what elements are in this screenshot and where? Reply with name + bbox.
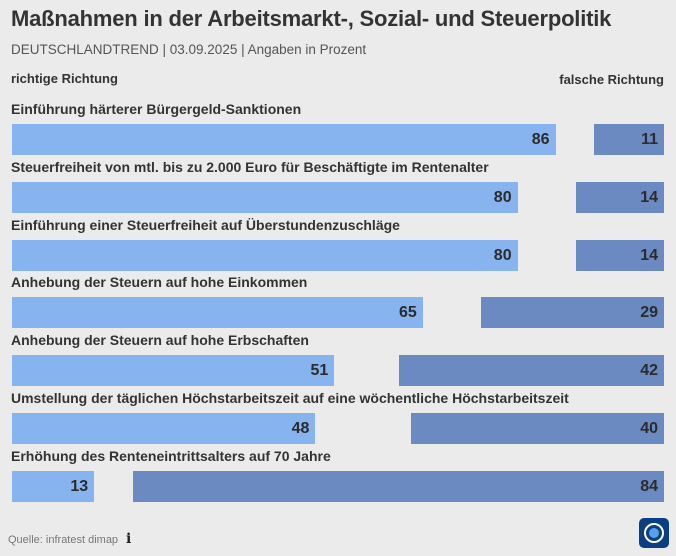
value-label-falsche-richtung: 14 (640, 188, 658, 206)
category-label: Einführung einer Steuerfreiheit auf Über… (11, 216, 400, 233)
bar-falsche-richtung (575, 239, 664, 271)
value-label-falsche-richtung: 84 (640, 477, 658, 495)
value-label-falsche-richtung: 40 (640, 420, 658, 437)
value-label-richtige-richtung: 51 (310, 362, 329, 380)
source-note: Quelle: infratest dimap (8, 534, 119, 546)
value-label-falsche-richtung: 29 (640, 304, 658, 322)
legend-falsche-richtung: falsche Richtung (559, 72, 664, 87)
bar-falsche-richtung (133, 470, 664, 502)
value-label-richtige-richtung: 13 (70, 477, 89, 495)
bar-richtige-richtung (12, 297, 423, 329)
bar-falsche-richtung (480, 297, 664, 329)
value-label-richtige-richtung: 80 (493, 188, 512, 206)
value-label-falsche-richtung: 14 (640, 246, 658, 264)
bar-falsche-richtung (411, 413, 664, 444)
bar-falsche-richtung (575, 181, 664, 213)
value-label-falsche-richtung: 42 (640, 362, 658, 380)
bar-falsche-richtung (594, 124, 664, 155)
bar-richtige-richtung (12, 413, 316, 444)
value-label-richtige-richtung: 80 (493, 246, 512, 264)
bar-richtige-richtung (12, 470, 95, 502)
chart-title: Maßnahmen in der Arbeitsmarkt-, Sozial- … (11, 6, 612, 31)
category-label: Einführung härterer Bürgergeld-Sanktione… (11, 101, 302, 117)
value-label-richtige-richtung: 48 (291, 420, 310, 437)
category-label: Steuerfreiheit von mtl. bis zu 2.000 Eur… (11, 158, 489, 175)
value-label-richtige-richtung: 65 (399, 304, 417, 322)
chart-subtitle: DEUTSCHLANDTREND | 03.09.2025 | Angaben … (11, 42, 367, 57)
bar-richtige-richtung (12, 124, 556, 155)
category-label: Anhebung der Steuern auf hohe Einkommen (11, 274, 308, 291)
value-label-falsche-richtung: 11 (641, 131, 658, 148)
category-label: Erhöhung des Renteneintrittsalters auf 7… (11, 447, 331, 464)
bar-richtige-richtung (12, 239, 518, 271)
category-label: Anhebung der Steuern auf hohe Erbschafte… (11, 332, 309, 349)
broadcaster-logo-icon (639, 518, 669, 548)
value-label-richtige-richtung: 86 (531, 131, 550, 148)
bar-richtige-richtung (12, 355, 335, 387)
bar-falsche-richtung (398, 355, 664, 387)
legend-richtige-richtung: richtige Richtung (11, 71, 118, 86)
bar-richtige-richtung (12, 181, 518, 213)
category-label: Umstellung der täglichen Höchstarbeitsze… (11, 390, 569, 406)
info-icon[interactable]: i (126, 531, 132, 547)
